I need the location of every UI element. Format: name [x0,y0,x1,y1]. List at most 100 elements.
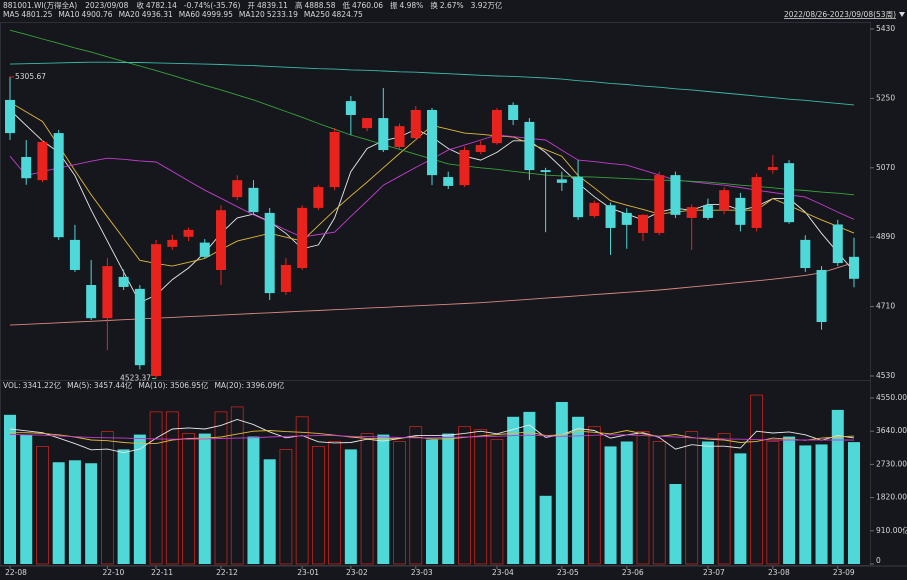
field-value: 4888.58 [304,1,335,10]
candle-body [394,126,405,147]
candle-body [53,133,64,238]
field-value: -0.74%(-35.76) [184,1,241,10]
candle-body [589,202,600,216]
legend-value: 4999.95 [202,10,233,19]
volume-bar [409,426,423,565]
legend-value: 3396.09亿 [246,380,285,390]
candle-body [216,210,226,270]
field-value: 3.92万亿 [471,0,503,10]
date-range[interactable]: 2022/08/26-2023/09/08(53周) [784,10,896,19]
volume-bar [750,394,764,565]
y-tick-label: 910.00亿 [876,525,907,535]
volume-bar [572,416,585,564]
candle-body [524,121,535,171]
volume-bar [848,442,860,564]
ma-line [9,261,855,326]
candle-body [508,104,519,120]
legend-value: 5233.19 [267,10,298,19]
volume-bar [831,409,844,564]
x-tick-label: 23-08 [768,568,790,577]
y-tick-label: 1820.00亿 [876,492,907,502]
candle-body [670,175,681,215]
candle-body [232,180,243,198]
candle-body [849,256,859,279]
volume-bar [604,446,617,564]
ma-line [9,419,855,454]
candle-body [102,266,113,319]
field-value: 2.67% [440,1,464,10]
volume-bar [766,441,780,565]
legend-name: VOL: [3,381,21,390]
volume-bar [20,434,33,564]
x-tick-label: 23-07 [703,568,725,577]
candle-body [86,285,97,319]
y-tick-label: 4530 [876,371,895,380]
volume-bar [360,433,374,565]
y-tick-label: 5070 [876,163,895,172]
x-tick-label: 22-08 [5,568,27,577]
candle-body [491,109,502,144]
candle-body [556,179,567,183]
legend-value: 3506.95亿 [170,380,209,390]
candle-body [702,205,713,218]
volume-bar [426,439,438,564]
candle-body [5,99,15,134]
candle-body [686,207,697,218]
candle-body [605,205,616,228]
candle-body [199,242,210,257]
legend-value: 4936.31 [142,10,173,19]
volume-bar [652,441,666,565]
x-tick-label: 23-02 [346,568,368,577]
candle-body [573,177,584,218]
candle-body [767,167,778,171]
candle-body [443,177,454,186]
legend-value: 4801.25 [21,10,52,19]
x-tick-label: 23-09 [833,568,855,577]
candle-body [621,212,632,225]
volume-bar [68,460,81,564]
volume-bar [52,462,65,564]
candle-body [134,288,145,366]
volume-bar [555,401,568,564]
volume-bar [458,426,471,565]
field-label: 高 [295,0,303,10]
candle-body [264,212,275,294]
candle-body [69,239,80,270]
candle-body [784,163,795,223]
y-tick-label: 5430 [876,24,895,33]
volume-bar [230,406,244,565]
legend-name: MA20 [119,10,140,19]
volume-bar [507,416,520,564]
candle-body [151,244,162,376]
legend-name: MA5 [3,10,20,19]
volume-bar [799,445,812,564]
candle-body [735,197,746,225]
candle-body [248,187,259,213]
x-tick-label: 22-10 [102,568,124,577]
field-value: 4839.11 [257,1,288,10]
candle-body [719,190,730,211]
candle-body [313,187,324,208]
candle-body [37,141,48,181]
candle-body [459,150,470,186]
legend-name: MA(20): [214,381,244,390]
volume-bar [669,483,682,564]
volume-bar [165,411,179,565]
volume-bar [442,433,455,564]
volume-bar [344,449,357,564]
volume-bar [198,433,211,564]
ma-line [10,430,855,445]
date: 2023/09/08 [85,1,128,10]
legend-value: 4824.75 [332,10,363,19]
volume-bar [815,444,828,564]
y-tick-label: 3640.00亿 [876,425,907,435]
y-tick-label: 5250 [876,93,895,102]
field-label: 开 [247,1,255,10]
volume-bar [328,441,342,565]
candle-body [280,264,291,292]
field-label: 收 [136,0,144,10]
candle-body [427,109,437,176]
volume-bar [636,431,650,565]
candle-body [118,276,129,287]
range-dropdown-icon[interactable] [899,12,905,17]
